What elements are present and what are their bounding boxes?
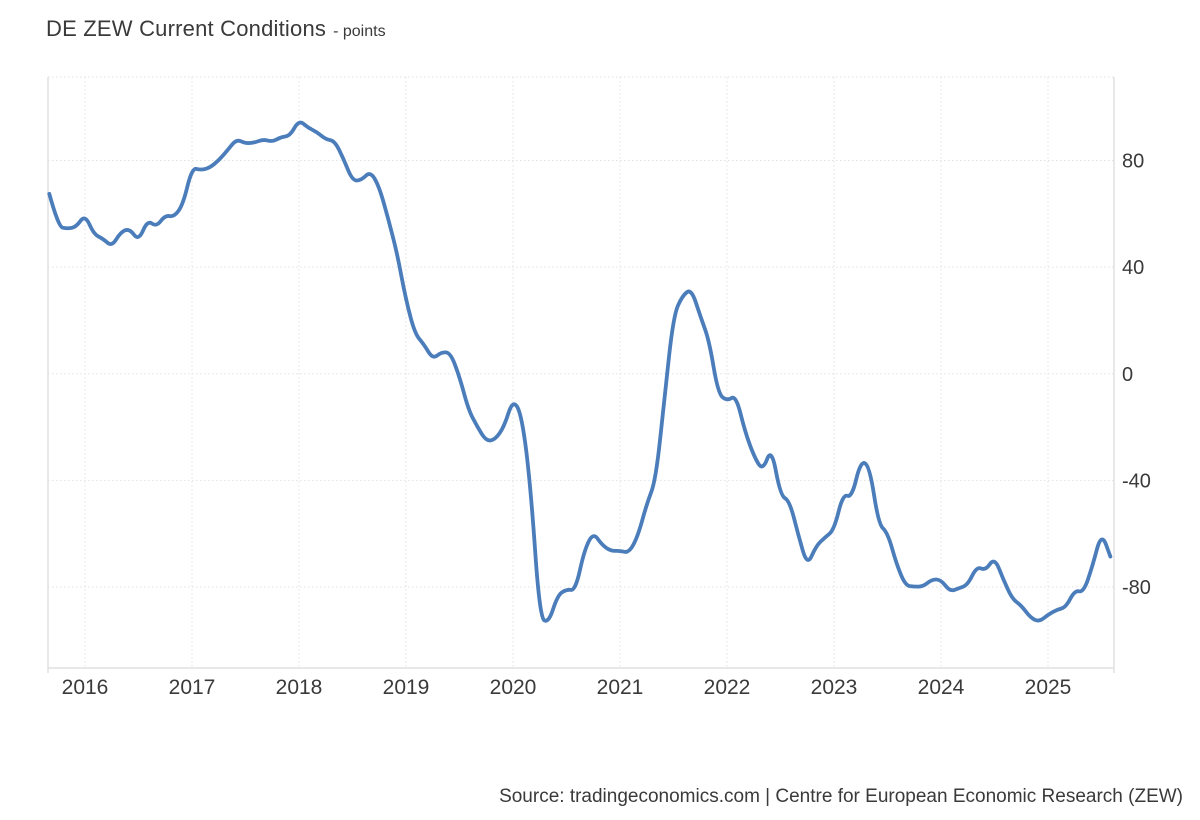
chart-header: DE ZEW Current Conditions - points xyxy=(46,16,386,42)
y-axis-label: 80 xyxy=(1122,151,1144,173)
x-axis-label: 2024 xyxy=(918,676,965,699)
x-axis-label: 2018 xyxy=(276,676,323,699)
x-axis-label: 2025 xyxy=(1025,676,1072,699)
series-line xyxy=(47,120,1113,623)
x-axis-label: 2020 xyxy=(490,676,537,699)
x-axis-label: 2022 xyxy=(704,676,751,699)
x-axis-label: 2021 xyxy=(597,676,644,699)
y-axis-label: -80 xyxy=(1122,577,1151,599)
x-axis-label: 2017 xyxy=(169,676,216,699)
x-axis-label: 2019 xyxy=(383,676,430,699)
page-title: DE ZEW Current Conditions xyxy=(46,16,327,41)
y-axis-label: -40 xyxy=(1122,470,1151,492)
chart-unit-label: - points xyxy=(333,23,386,40)
x-axis-label: 2023 xyxy=(811,676,858,699)
x-axis-label: 2016 xyxy=(62,676,109,699)
y-axis-label: 40 xyxy=(1122,257,1144,279)
chart-plot-area[interactable] xyxy=(48,77,1114,668)
source-attribution: Source: tradingeconomics.com | Centre fo… xyxy=(499,786,1183,807)
y-axis-label: 0 xyxy=(1122,364,1133,386)
